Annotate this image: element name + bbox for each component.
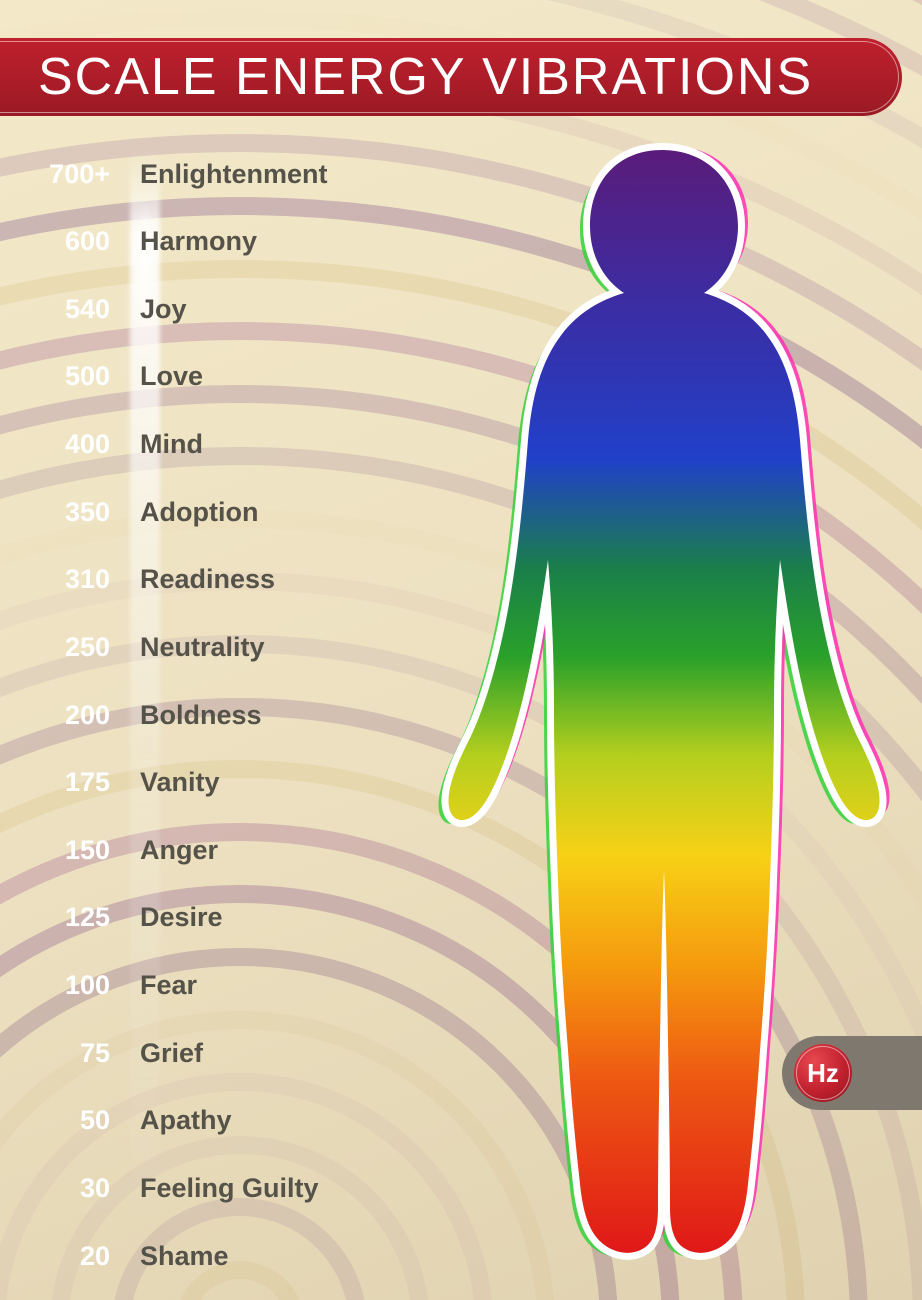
scale-value: 700+ (0, 159, 140, 190)
scale-label: Apathy (140, 1105, 232, 1136)
scale-value: 250 (0, 632, 140, 663)
scale-value: 50 (0, 1105, 140, 1136)
scale-label: Anger (140, 835, 218, 866)
infographic-canvas: SCALE ENERGY VIBRATIONS 700+Enlightenmen… (0, 0, 922, 1300)
scale-row: 400Mind (0, 421, 440, 469)
scale-value: 100 (0, 970, 140, 1001)
scale-row: 250Neutrality (0, 623, 440, 671)
scale-value: 350 (0, 497, 140, 528)
scale-value: 20 (0, 1241, 140, 1272)
scale-row: 700+Enlightenment (0, 150, 440, 198)
scale-value: 310 (0, 564, 140, 595)
scale-value: 175 (0, 767, 140, 798)
scale-value: 200 (0, 700, 140, 731)
scale-row: 350Adoption (0, 488, 440, 536)
hz-badge: Hz (782, 1036, 922, 1110)
scale-label: Vanity (140, 767, 220, 798)
scale-row: 310Readiness (0, 556, 440, 604)
scale-value: 540 (0, 294, 140, 325)
scale-value: 75 (0, 1038, 140, 1069)
scale-label: Feeling Guilty (140, 1173, 319, 1204)
scale-row: 540Joy (0, 285, 440, 333)
scale-label: Adoption (140, 497, 258, 528)
scale-value: 150 (0, 835, 140, 866)
scale-label: Love (140, 361, 203, 392)
hz-label: Hz (807, 1058, 839, 1089)
scale-label: Joy (140, 294, 187, 325)
scale-label: Neutrality (140, 632, 265, 663)
scale-label: Desire (140, 902, 223, 933)
scale-row: 30Feeling Guilty (0, 1164, 440, 1212)
scale-value: 125 (0, 902, 140, 933)
scale-value: 400 (0, 429, 140, 460)
scale-row: 75Grief (0, 1029, 440, 1077)
scale-label: Enlightenment (140, 159, 328, 190)
scale-rows: 700+Enlightenment 600Harmony 540Joy 500Love… (0, 150, 440, 1280)
title-bar: SCALE ENERGY VIBRATIONS (0, 38, 902, 116)
scale-label: Harmony (140, 226, 257, 257)
scale-label: Shame (140, 1241, 229, 1272)
scale-value: 30 (0, 1173, 140, 1204)
scale-label: Readiness (140, 564, 275, 595)
scale-row: 20Shame (0, 1232, 440, 1280)
title-text: SCALE ENERGY VIBRATIONS (38, 47, 813, 107)
scale-row: 150Anger (0, 826, 440, 874)
scale-row: 500Love (0, 353, 440, 401)
scale-row: 200Boldness (0, 691, 440, 739)
scale-row: 125Desire (0, 894, 440, 942)
scale-row: 600Harmony (0, 218, 440, 266)
scale-row: 50Apathy (0, 1097, 440, 1145)
scale-label: Boldness (140, 700, 262, 731)
scale-row: 100Fear (0, 962, 440, 1010)
scale-value: 600 (0, 226, 140, 257)
scale-label: Mind (140, 429, 203, 460)
scale-row: 175Vanity (0, 759, 440, 807)
hz-circle: Hz (794, 1044, 852, 1102)
scale-label: Grief (140, 1038, 203, 1069)
scale-value: 500 (0, 361, 140, 392)
scale-label: Fear (140, 970, 197, 1001)
